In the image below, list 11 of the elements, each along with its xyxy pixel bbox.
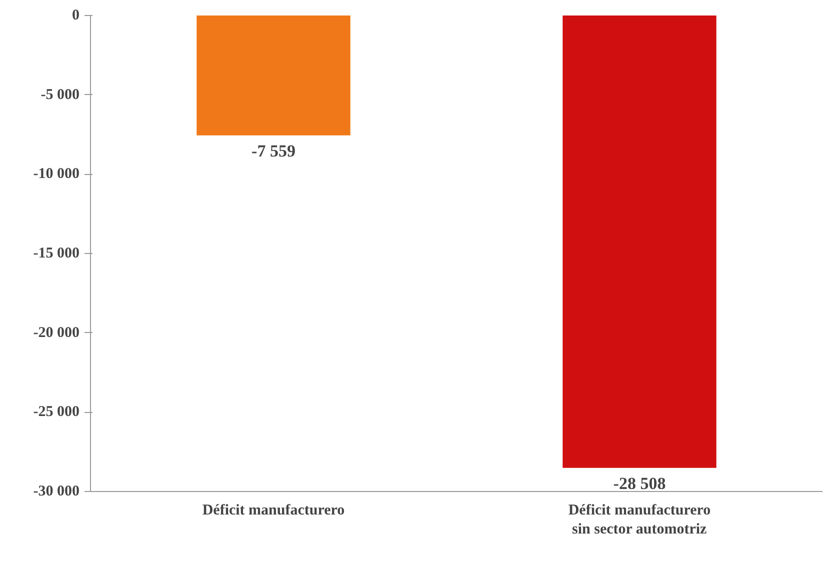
x-tick-label: Déficit manufacturero — [202, 502, 345, 518]
y-tick-label: 0 — [72, 8, 80, 24]
data-label: -7 559 — [252, 141, 296, 160]
data-label: -28 508 — [613, 474, 666, 493]
y-tick-label: -10 000 — [33, 166, 80, 182]
y-tick-label: -25 000 — [33, 404, 80, 420]
y-tick-label: -30 000 — [33, 484, 80, 500]
y-tick-label: -20 000 — [33, 324, 80, 341]
y-tick-label: -5 000 — [40, 86, 80, 103]
y-tick-label: -15 000 — [33, 246, 80, 262]
x-tick-label: Déficit manufacturero sin sector automotriz — [568, 502, 711, 538]
